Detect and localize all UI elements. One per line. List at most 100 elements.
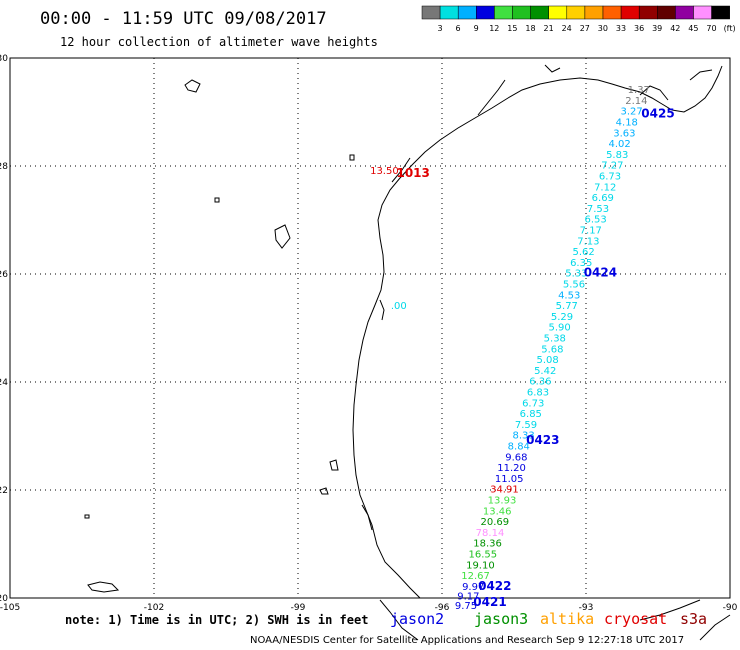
- other-measurements: 13.50 .00: [370, 166, 407, 312]
- pass-id-label: 0423: [526, 433, 559, 447]
- lat-tick-label: 30: [0, 54, 8, 64]
- colorbar-label: 36: [634, 24, 644, 33]
- swh-value: 11.05: [495, 474, 524, 485]
- colorbar-label: 15: [507, 24, 517, 33]
- colorbar-swatch: [638, 5, 658, 20]
- satellite-name: altika: [540, 610, 594, 628]
- swh-value: 9.68: [505, 452, 527, 463]
- footer-note: note: 1) Time is in UTC; 2) SWH is in fe…: [65, 613, 368, 627]
- swh-value: 6.73: [599, 172, 621, 183]
- map-subtitle: 12 hour collection of altimeter wave hei…: [60, 35, 378, 49]
- swh-value: 18.36: [473, 539, 502, 550]
- swh-value: 5.38: [544, 334, 566, 345]
- swh-value: 5.29: [551, 312, 573, 323]
- lat-tick-label: 28: [0, 162, 8, 172]
- swh-value: 9.97: [462, 582, 484, 593]
- colorbar-swatch: [530, 5, 549, 20]
- swh-value: 19.10: [466, 560, 495, 571]
- swh-value: 5.33: [565, 269, 587, 280]
- swh-value: 78.14: [476, 528, 505, 539]
- swh-value: 1.37: [628, 85, 650, 96]
- swh-value: 6.69: [592, 193, 614, 204]
- swh-value: 7.17: [580, 226, 602, 237]
- credit-line: NOAA/NESDIS Center for Satellite Applica…: [250, 635, 684, 646]
- swh-value: 5.77: [556, 301, 578, 312]
- colorbar-swatch: [675, 5, 694, 20]
- colorbar-swatch: [421, 5, 441, 20]
- colorbar-label: 45: [688, 24, 698, 33]
- colorbar-label: 24: [562, 24, 572, 33]
- swh-value: 5.62: [572, 247, 594, 258]
- colorbar-swatch: [711, 5, 730, 20]
- swh-value: .00: [391, 301, 407, 312]
- swh-value: 3.63: [613, 128, 635, 139]
- colorbar-label: 18: [525, 24, 535, 33]
- colorbar-label: 27: [580, 24, 590, 33]
- colorbar-swatch: [566, 5, 586, 20]
- swh-value: 13.50: [370, 166, 399, 177]
- swh-value: 9.75: [455, 601, 477, 612]
- satellite-name: jason3: [474, 610, 528, 628]
- lon-tick-label: -102: [144, 603, 164, 613]
- swh-value: 12.67: [461, 571, 490, 582]
- swh-measurements: 1.372.143.274.183.634.025.837.276.737.12…: [455, 85, 650, 612]
- swh-value: 4.18: [616, 118, 638, 129]
- swh-value: 7.27: [601, 161, 623, 172]
- colorbar-swatch: [693, 5, 712, 20]
- colorbar-label: 21: [544, 24, 554, 33]
- colorbar-swatch: [476, 5, 495, 20]
- swh-value: 5.68: [541, 344, 563, 355]
- swh-value: 16.55: [468, 550, 497, 561]
- swh-value: 5.42: [534, 366, 556, 377]
- swh-value: 4.53: [558, 290, 580, 301]
- colorbar-label: 6: [456, 24, 461, 33]
- colorbar-swatch: [657, 5, 676, 20]
- lakes: [84, 79, 355, 593]
- colorbar-swatch: [548, 5, 568, 20]
- satellite-legend: jason2 jason3 altika cryosat s3a: [390, 610, 707, 628]
- swh-value: 5.08: [536, 355, 558, 366]
- swh-value: 11.20: [497, 463, 526, 474]
- colorbar-label: 39: [652, 24, 662, 33]
- swh-value: 13.46: [483, 506, 512, 517]
- lat-tick-label: 20: [0, 594, 8, 604]
- colorbar-label: 33: [616, 24, 626, 33]
- pass-id-label: 0424: [584, 266, 617, 280]
- swh-value: 5.56: [563, 280, 585, 291]
- map-frame: [9, 57, 731, 599]
- swh-value: 6.36: [529, 377, 551, 388]
- satellite-name: cryosat: [604, 610, 667, 628]
- swh-value: 7.12: [594, 182, 616, 193]
- lon-tick-label: -96: [435, 603, 450, 613]
- swh-value: 7.13: [577, 236, 599, 247]
- colorbar-label: 9: [474, 24, 479, 33]
- colorbar-swatch: [494, 5, 513, 20]
- lon-tick-label: -90: [723, 603, 738, 613]
- lon-tick-label: -105: [0, 603, 20, 613]
- swh-value: 20.69: [480, 517, 509, 528]
- map-title: 00:00 - 11:59 UTC 09/08/2017: [40, 9, 327, 29]
- swh-value: 7.53: [587, 204, 609, 215]
- swh-value: 6.35: [570, 258, 592, 269]
- colorbar-swatch: [457, 5, 477, 20]
- swh-value: 8.33: [512, 431, 534, 442]
- colorbar-label: 12: [489, 24, 499, 33]
- pass-id-label: 1013: [396, 166, 429, 180]
- swh-value: 9.17: [457, 592, 479, 603]
- colorbar-label: (ft): [724, 24, 736, 33]
- swh-value: 6.73: [522, 398, 544, 409]
- swh-value: 6.53: [584, 215, 606, 226]
- lon-tick-label: -99: [291, 603, 306, 613]
- swh-value: 5.83: [606, 150, 628, 161]
- colorbar-swatch: [602, 5, 622, 20]
- colorbar-swatch: [620, 5, 640, 20]
- colorbar-swatch: [512, 5, 531, 20]
- pass-id-label: 0422: [478, 579, 511, 593]
- swh-value: 2.14: [625, 96, 647, 107]
- lon-tick-label: -93: [579, 603, 594, 613]
- colorbar-label: 3: [437, 24, 442, 33]
- satellite-name: jason2: [390, 610, 444, 628]
- pass-id-label: 0421: [473, 595, 506, 609]
- lat-tick-label: 26: [0, 270, 8, 280]
